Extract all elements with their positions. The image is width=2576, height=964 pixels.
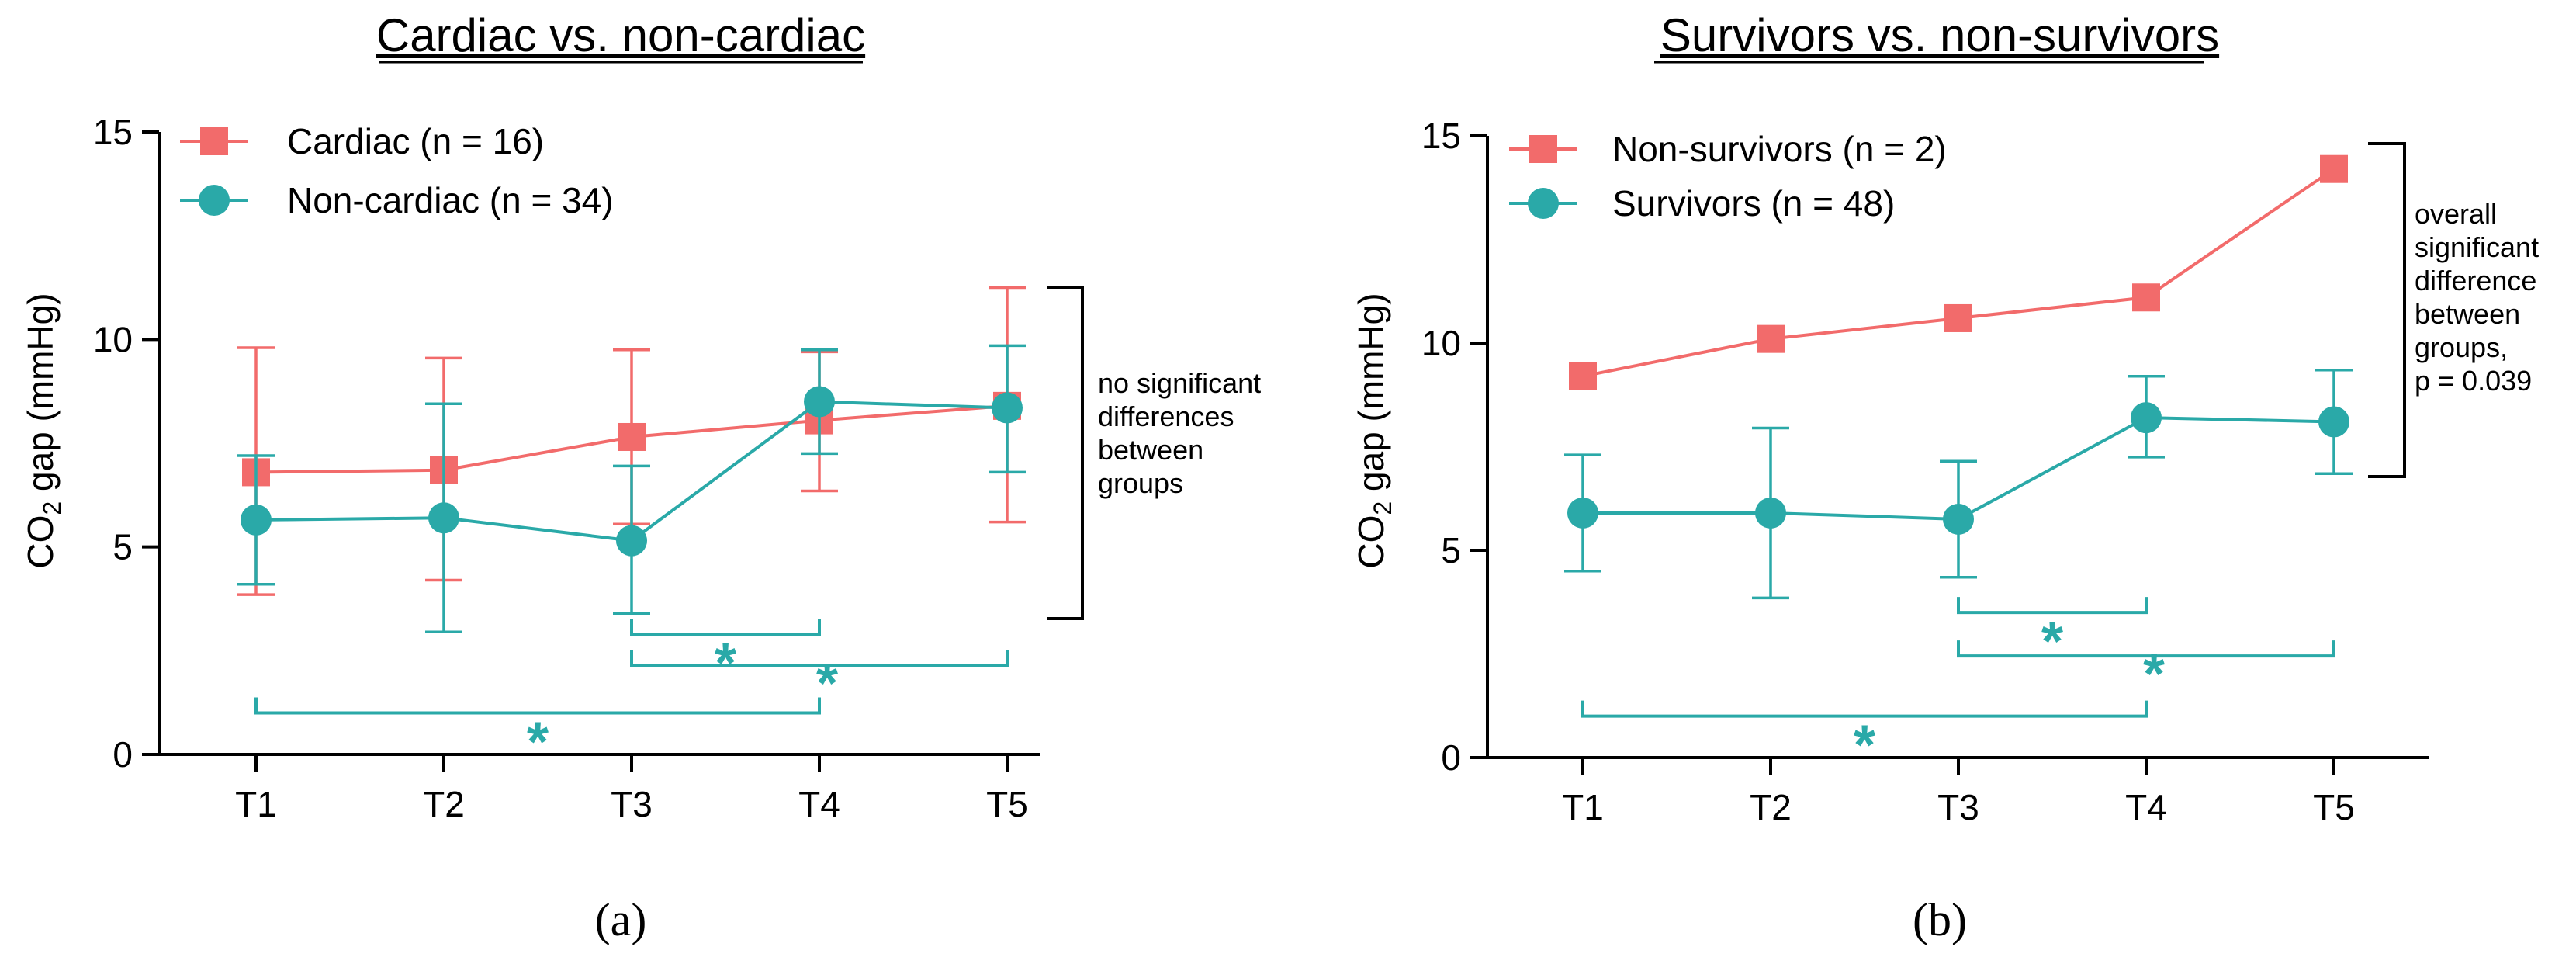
significance-star: * <box>816 653 838 715</box>
bracket-note-line: between <box>2415 298 2520 330</box>
legend: Cardiac (n = 16) Non-cardiac (n = 34) <box>180 121 614 220</box>
legend-label-cardiac: Cardiac (n = 16) <box>287 121 544 161</box>
y-axis-label-rest: gap (mmHg) <box>1351 293 1391 501</box>
bracket-note-line: groups, <box>2415 331 2508 363</box>
data-point-non-survivors <box>1569 362 1597 390</box>
significance-bracket <box>254 697 821 715</box>
bracket <box>2368 142 2406 478</box>
data-point-non-survivors <box>2320 154 2348 183</box>
panel-a: Cardiac vs. non-cardiac 0 5 10 15 T1 T2 T3 T4 T5… <box>20 9 1269 945</box>
y-tick-label: 5 <box>1441 530 1461 570</box>
y-axis-label-main: CO <box>20 515 61 569</box>
x-tick-label: T1 <box>1562 787 1604 827</box>
bracket-note-line: groups <box>1098 467 1183 499</box>
data-point-non-cardiac <box>428 502 459 534</box>
panel-b: Survivors vs. non-survivors 0 5 10 15 T1 T2 T3… <box>1351 9 2547 945</box>
significance-bracket <box>1581 700 2148 718</box>
significance-star: * <box>2041 611 2063 673</box>
legend-marker-non-cardiac <box>199 185 230 216</box>
x-tick-label: T2 <box>423 784 465 824</box>
y-axis-label-sub: 2 <box>38 501 66 515</box>
bracket-note-text: no significant differences between group… <box>1098 367 1269 499</box>
bracket-note-line: no significant <box>1098 367 1261 399</box>
legend-label-non-cardiac: Non-cardiac (n = 34) <box>287 180 614 220</box>
y-tick-label: 10 <box>1421 323 1461 363</box>
x-tick-label: T3 <box>1937 787 1979 827</box>
y-axis-label-sub: 2 <box>1369 501 1397 515</box>
bracket-note-line: between <box>1098 434 1203 466</box>
significance-bracket <box>630 650 1009 668</box>
x-tick-label: T3 <box>611 784 653 824</box>
y-tick-label: 10 <box>93 319 133 359</box>
data-point-survivors <box>1567 497 1598 529</box>
legend-marker-non-survivors <box>1529 135 1557 163</box>
y-tick-label: 15 <box>1421 116 1461 156</box>
significance-bracket <box>1957 640 2335 658</box>
y-axis-label-main: CO <box>1351 515 1391 569</box>
bracket-note-line: differences <box>1098 401 1234 432</box>
data-point-non-cardiac <box>616 525 647 557</box>
data-point-survivors <box>1943 503 1974 535</box>
data-point-survivors <box>2131 402 2162 434</box>
significance-star: * <box>2143 643 2165 706</box>
x-tick-label: T1 <box>235 784 277 824</box>
data-point-non-survivors <box>1944 303 1972 332</box>
significance-star: * <box>1854 715 1875 777</box>
chart-title: Cardiac vs. non-cardiac <box>376 9 865 61</box>
plot-area: 0 5 10 15 T1 T2 T3 T4 T5 * * * <box>1421 116 2429 827</box>
y-axis-label: CO2 gap (mmHg) <box>20 293 66 568</box>
y-axis-label-rest: gap (mmHg) <box>20 293 61 501</box>
bracket-note: no significant differences between group… <box>1047 286 1269 620</box>
x-tick-label: T4 <box>798 784 840 824</box>
significance-star: * <box>715 633 736 695</box>
bracket-note-text: overall significant difference between g… <box>2415 198 2547 397</box>
y-tick-label: 0 <box>113 734 133 775</box>
data-point-non-survivors <box>1757 324 1785 353</box>
bracket-note-line: overall <box>2415 198 2497 230</box>
legend-marker-cardiac <box>200 127 228 155</box>
y-tick-label: 15 <box>93 112 133 152</box>
bracket <box>1047 286 1084 620</box>
bracket-note-line: p = 0.039 <box>2415 365 2532 397</box>
legend-item-cardiac: Cardiac (n = 16) <box>180 121 544 161</box>
significance-bracket <box>630 618 821 636</box>
bracket-note-line: significant <box>2415 231 2539 263</box>
data-point-non-cardiac <box>241 504 272 536</box>
significance-star: * <box>527 712 549 774</box>
legend-label-non-survivors: Non-survivors (n = 2) <box>1612 129 1947 169</box>
x-tick-label: T2 <box>1750 787 1792 827</box>
y-tick-label: 5 <box>113 527 133 567</box>
panel-label: (a) <box>595 894 647 945</box>
plot-area: 0 5 10 15 T1 T2 T3 T4 T5 * * * <box>93 112 1040 824</box>
y-axis-label: CO2 gap (mmHg) <box>1351 293 1397 568</box>
legend-item-survivors: Survivors (n = 48) <box>1509 183 1895 224</box>
legend-item-non-cardiac: Non-cardiac (n = 34) <box>180 180 614 220</box>
data-point-non-survivors <box>2132 283 2160 312</box>
data-point-non-cardiac <box>804 386 835 418</box>
bracket-note: overall significant difference between g… <box>2368 142 2547 478</box>
significance-bracket <box>1957 597 2148 615</box>
bracket-note-line: difference <box>2415 265 2536 296</box>
data-point-non-cardiac <box>992 392 1023 424</box>
chart-title: Survivors vs. non-survivors <box>1660 9 2219 61</box>
x-tick-label: T4 <box>2125 787 2167 827</box>
y-tick-label: 0 <box>1441 737 1461 778</box>
x-tick-label: T5 <box>986 784 1028 824</box>
data-point-cardiac <box>618 422 646 451</box>
legend-item-non-survivors: Non-survivors (n = 2) <box>1509 129 1947 169</box>
legend: Non-survivors (n = 2) Survivors (n = 48) <box>1509 129 1947 224</box>
data-point-survivors <box>2318 406 2349 438</box>
data-point-survivors <box>1755 497 1786 529</box>
legend-marker-survivors <box>1528 188 1559 219</box>
legend-label-survivors: Survivors (n = 48) <box>1612 183 1895 224</box>
x-tick-label: T5 <box>2313 787 2355 827</box>
panel-label: (b) <box>1913 894 1967 945</box>
